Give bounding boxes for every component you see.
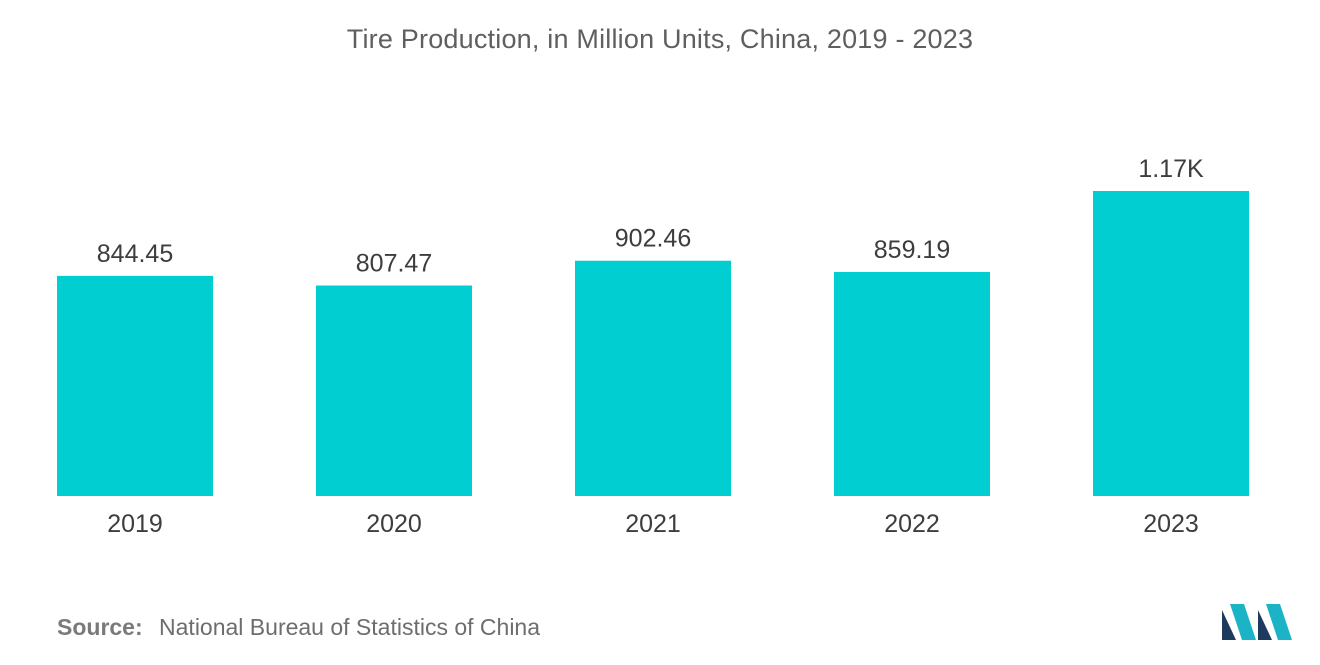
data-label-2021: 902.46 <box>615 225 691 253</box>
source-label: Source: <box>57 614 143 640</box>
source-text: National Bureau of Statistics of China <box>159 614 541 640</box>
x-tick-label-2019: 2019 <box>107 510 163 538</box>
bar-2019 <box>57 275 213 496</box>
data-label-2020: 807.47 <box>356 250 432 278</box>
x-tick-label-2023: 2023 <box>1143 510 1199 538</box>
data-label-2023: 1.17K <box>1138 155 1204 183</box>
mordor-intelligence-logo-icon <box>1222 604 1292 640</box>
bar-2022 <box>834 272 990 496</box>
x-tick-label-2020: 2020 <box>366 510 422 538</box>
bar-2021 <box>575 260 731 496</box>
x-tick-label-2021: 2021 <box>625 510 681 538</box>
bar-2020 <box>316 285 472 496</box>
bar-chart: 844.45 2019 807.47 2020 902.46 2021 859.19 2022… <box>57 155 1249 538</box>
bar-2023 <box>1093 191 1249 496</box>
data-label-2022: 859.19 <box>874 236 950 264</box>
data-label-2019: 844.45 <box>97 240 173 268</box>
x-tick-label-2022: 2022 <box>884 510 940 538</box>
chart-title: Tire Production, in Million Units, China… <box>346 24 974 54</box>
source-note: Source: National Bureau of Statistics of… <box>57 614 540 641</box>
